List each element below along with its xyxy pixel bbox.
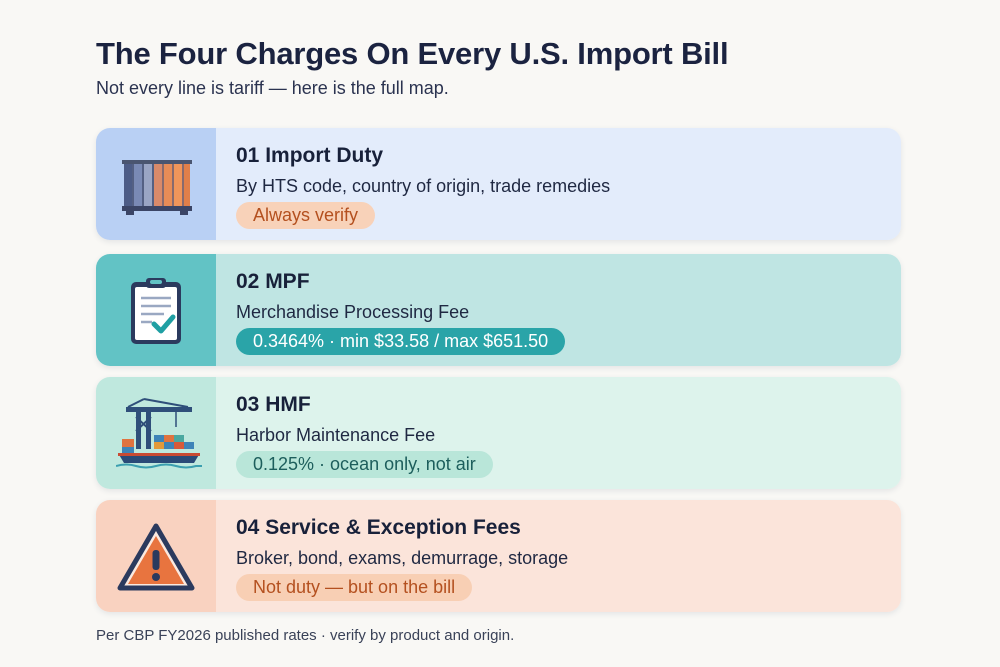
charge-card-service-fees: 04 Service & Exception Fees Broker, bond…	[96, 500, 901, 612]
charge-card-hmf: 03 HMF Harbor Maintenance Fee 0.125% · o…	[96, 377, 901, 489]
card-description: Broker, bond, exams, demurrage, storage	[236, 548, 569, 568]
clipboard-check-icon	[131, 278, 181, 344]
card-description: Merchandise Processing Fee	[236, 302, 470, 322]
card-title: 04 Service & Exception Fees	[236, 516, 521, 539]
port-crane-ship-icon	[116, 398, 202, 469]
status-badge: Always verify	[236, 202, 376, 229]
card-title: 01 Import Duty	[236, 144, 384, 167]
card-title: 02 MPF	[236, 270, 310, 293]
card-description: Harbor Maintenance Fee	[236, 425, 436, 445]
rate-badge: 0.125% · ocean only, not air	[236, 451, 493, 478]
card-icon-panel	[96, 500, 216, 612]
page-title: The Four Charges On Every U.S. Import Bi…	[96, 36, 729, 71]
charge-card-mpf: 02 MPF Merchandise Processing Fee 0.3464…	[96, 254, 901, 366]
card-icon-panel	[96, 377, 216, 489]
page-subtitle: Not every line is tariff — here is the f…	[96, 78, 449, 98]
footer-note: Per CBP FY2026 published rates · verify …	[96, 627, 515, 644]
shipping-container-icon	[122, 160, 192, 215]
charge-card-import-duty: 01 Import Duty By HTS code, country of o…	[96, 128, 901, 240]
card-icon-panel	[96, 128, 216, 240]
rate-badge: 0.3464% · min $33.58 / max $651.50	[236, 328, 566, 355]
status-badge: Not duty — but on the bill	[236, 574, 473, 601]
card-title: 03 HMF	[236, 393, 311, 416]
card-description: By HTS code, country of origin, trade re…	[236, 176, 611, 196]
card-icon-panel	[96, 254, 216, 366]
warning-triangle-icon	[117, 523, 195, 591]
